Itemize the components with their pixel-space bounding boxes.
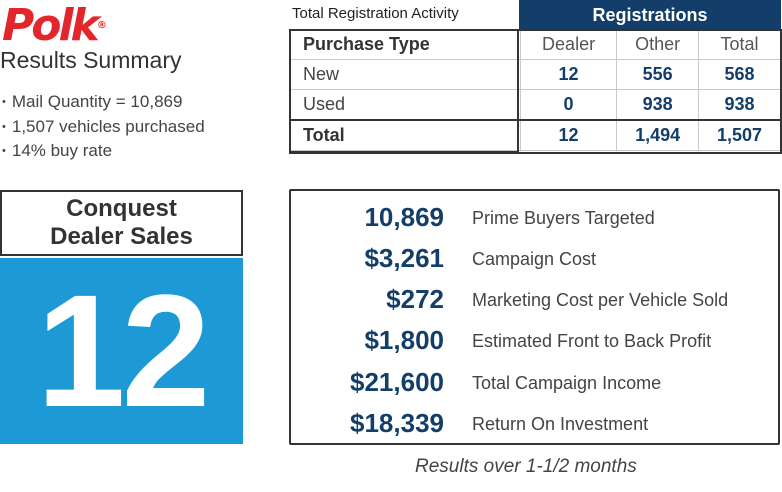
metric-row: 10,869 Prime Buyers Targeted	[291, 202, 778, 242]
metric-value: 10,869	[364, 202, 444, 232]
metric-value: $3,261	[364, 243, 444, 273]
metric-row: $3,261 Campaign Cost	[291, 243, 778, 283]
bullet-mail-quantity: Mail Quantity = 10,869	[2, 90, 205, 115]
logo-text: Polk	[2, 0, 100, 51]
metric-value: $272	[386, 284, 444, 314]
col-purchase-type: Purchase Type	[289, 29, 521, 60]
metric-value: $18,339	[350, 408, 444, 438]
logo-registered-mark: ®	[96, 20, 107, 31]
polk-logo: Polk®	[2, 4, 107, 48]
metric-label: Prime Buyers Targeted	[472, 208, 655, 228]
metric-label: Campaign Cost	[472, 249, 597, 269]
metric-row: $18,339 Return On Investment	[291, 408, 778, 448]
cell-total: 568	[698, 59, 781, 90]
row-label: Used	[289, 89, 521, 121]
metrics-panel: 10,869 Prime Buyers Targeted $3,261 Camp…	[289, 189, 780, 445]
metric-value: $1,800	[364, 325, 444, 355]
col-dealer: Dealer	[519, 29, 618, 60]
cell-dealer: 12	[519, 59, 618, 90]
table-row: Used 0 938 938	[289, 89, 781, 121]
col-total: Total	[698, 29, 781, 60]
metric-label: Total Campaign Income	[472, 373, 662, 393]
cell-dealer: 0	[519, 89, 618, 121]
results-summary-title: Results Summary	[0, 47, 182, 73]
metric-label: Marketing Cost per Vehicle Sold	[472, 290, 729, 310]
results-footnote: Results over 1-1/2 months	[415, 456, 637, 477]
metric-label: Estimated Front to Back Profit	[472, 331, 712, 351]
table-row-total: Total 12 1,494 1,507	[289, 119, 781, 151]
bullet-vehicles-purchased: 1,507 vehicles purchased	[2, 115, 205, 140]
bullet-buy-rate: 14% buy rate	[2, 139, 205, 164]
metric-row: $272 Marketing Cost per Vehicle Sold	[291, 284, 778, 324]
metric-label: Return On Investment	[472, 414, 649, 434]
summary-bullets: Mail Quantity = 10,869 1,507 vehicles pu…	[2, 90, 205, 164]
table-row: New 12 556 568	[289, 59, 781, 90]
cell-other: 938	[616, 89, 700, 121]
cell-dealer: 12	[519, 119, 618, 151]
registrations-header: Registrations	[519, 0, 781, 30]
registration-table: Purchase Type Dealer Other Total New 12 …	[289, 29, 781, 151]
col-other: Other	[616, 29, 700, 60]
metric-row: $21,600 Total Campaign Income	[291, 367, 778, 407]
row-label: New	[289, 59, 521, 90]
row-label: Total	[289, 119, 521, 151]
conquest-line-1: Conquest	[66, 195, 177, 222]
metric-value: $21,600	[350, 367, 444, 397]
cell-total: 1,507	[698, 119, 781, 151]
cell-total: 938	[698, 89, 781, 121]
metric-row: $1,800 Estimated Front to Back Profit	[291, 325, 778, 365]
table-caption: Total Registration Activity	[292, 5, 459, 22]
conquest-dealer-sales-value: 12	[0, 258, 243, 444]
conquest-dealer-sales-label: Conquest Dealer Sales	[0, 190, 243, 256]
table-header-row: Purchase Type Dealer Other Total	[289, 29, 781, 60]
conquest-line-2: Dealer Sales	[50, 223, 193, 250]
cell-other: 556	[616, 59, 700, 90]
cell-other: 1,494	[616, 119, 700, 151]
